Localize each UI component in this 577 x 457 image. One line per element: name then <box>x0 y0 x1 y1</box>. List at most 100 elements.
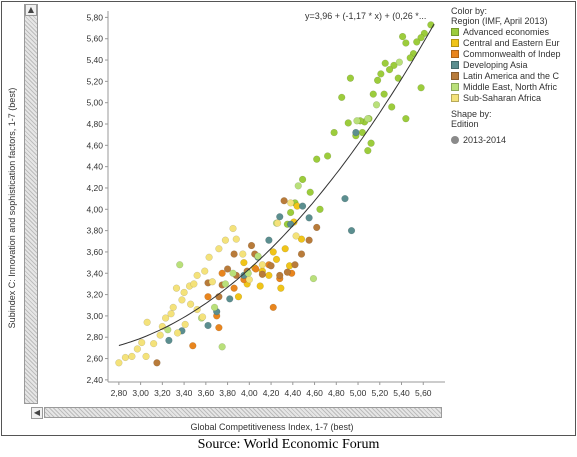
data-point[interactable] <box>385 65 394 74</box>
data-point[interactable] <box>221 280 230 288</box>
data-point[interactable] <box>234 293 243 301</box>
legend-item[interactable]: Latin America and the C <box>451 70 577 81</box>
data-point[interactable] <box>413 38 421 46</box>
data-point[interactable] <box>167 310 175 318</box>
horizontal-scrollbar[interactable]: ◀ <box>31 407 442 419</box>
data-point[interactable] <box>309 274 318 283</box>
data-point[interactable] <box>346 74 355 82</box>
data-point[interactable] <box>286 220 295 228</box>
data-point[interactable] <box>269 303 277 312</box>
legend-item[interactable]: Developing Asia <box>451 59 577 70</box>
data-point[interactable] <box>281 245 289 253</box>
data-point[interactable] <box>297 235 306 243</box>
data-point[interactable] <box>388 103 396 111</box>
data-point[interactable] <box>364 115 372 123</box>
data-point[interactable] <box>286 199 295 207</box>
data-point[interactable] <box>172 284 181 292</box>
data-point[interactable] <box>176 261 184 269</box>
data-point[interactable] <box>258 270 267 278</box>
data-point[interactable] <box>276 271 284 280</box>
data-point[interactable] <box>223 265 232 273</box>
legend-shape-item[interactable]: 2013-2014 <box>451 134 577 145</box>
data-point[interactable] <box>402 39 410 47</box>
data-point[interactable] <box>269 248 277 256</box>
data-point[interactable] <box>169 303 177 312</box>
scroll-up-arrow-icon[interactable]: ▲ <box>25 4 37 16</box>
data-point[interactable] <box>204 321 212 330</box>
data-point[interactable] <box>256 282 264 290</box>
data-point[interactable] <box>344 119 352 127</box>
data-point[interactable] <box>291 261 299 269</box>
data-point[interactable] <box>230 250 238 258</box>
data-point[interactable] <box>150 339 158 348</box>
data-point[interactable] <box>232 235 240 243</box>
data-point[interactable] <box>156 331 164 339</box>
legend-item[interactable]: Central and Eastern Eur <box>451 37 577 48</box>
data-point[interactable] <box>226 295 234 303</box>
data-point[interactable] <box>417 84 425 92</box>
data-point[interactable] <box>181 320 189 329</box>
data-point[interactable] <box>267 262 275 270</box>
data-point[interactable] <box>180 288 188 297</box>
data-point[interactable] <box>272 255 281 264</box>
data-point[interactable] <box>254 252 262 260</box>
data-point[interactable] <box>138 338 146 347</box>
data-point[interactable] <box>204 293 212 301</box>
data-point[interactable] <box>381 59 389 67</box>
data-point[interactable] <box>273 219 282 227</box>
data-point[interactable] <box>165 336 173 345</box>
data-point[interactable] <box>161 314 170 322</box>
data-point[interactable] <box>252 265 260 273</box>
data-point[interactable] <box>294 182 302 190</box>
data-point[interactable] <box>305 214 313 222</box>
data-point[interactable] <box>258 261 267 269</box>
data-point[interactable] <box>323 152 332 160</box>
data-point[interactable] <box>395 58 403 66</box>
data-point[interactable] <box>210 303 219 312</box>
data-point[interactable] <box>276 213 284 221</box>
data-point[interactable] <box>277 284 285 292</box>
data-point[interactable] <box>372 101 381 109</box>
data-point[interactable] <box>390 61 398 70</box>
data-point[interactable] <box>298 175 307 184</box>
data-point[interactable] <box>133 345 142 353</box>
data-point[interactable] <box>292 232 300 240</box>
data-point[interactable] <box>417 34 425 42</box>
data-point[interactable] <box>406 54 414 62</box>
data-point[interactable] <box>283 268 292 276</box>
data-point[interactable] <box>297 250 306 258</box>
data-point[interactable] <box>313 223 321 232</box>
data-point[interactable] <box>286 208 295 217</box>
scroll-left-arrow-icon[interactable]: ◀ <box>31 407 43 419</box>
data-point[interactable] <box>178 296 186 304</box>
data-point[interactable] <box>244 269 252 277</box>
data-point[interactable] <box>229 224 237 233</box>
data-point[interactable] <box>153 359 161 367</box>
data-point[interactable] <box>215 245 223 253</box>
data-point[interactable] <box>305 236 313 244</box>
data-point[interactable] <box>142 352 150 361</box>
data-point[interactable] <box>215 323 223 332</box>
legend-item[interactable]: Advanced economies <box>451 26 577 37</box>
data-point[interactable] <box>205 253 213 261</box>
data-point[interactable] <box>402 115 410 123</box>
data-point[interactable] <box>341 194 349 203</box>
data-point[interactable] <box>221 236 230 244</box>
legend-item[interactable]: Middle East, North Afric <box>451 81 577 92</box>
data-point[interactable] <box>265 236 273 244</box>
legend-item[interactable]: Sub-Saharan Africa <box>451 92 577 103</box>
data-point[interactable] <box>373 76 382 84</box>
data-point[interactable] <box>229 269 237 277</box>
data-point[interactable] <box>377 70 385 78</box>
data-point[interactable] <box>121 353 130 362</box>
data-point[interactable] <box>398 32 407 41</box>
data-point[interactable] <box>353 117 361 125</box>
data-point[interactable] <box>306 188 314 196</box>
data-point[interactable] <box>245 276 253 284</box>
data-point[interactable] <box>230 284 238 292</box>
data-point[interactable] <box>201 267 209 275</box>
data-point[interactable] <box>198 313 207 321</box>
data-point[interactable] <box>369 90 377 98</box>
data-point[interactable] <box>173 329 182 337</box>
data-point[interactable] <box>367 139 375 147</box>
